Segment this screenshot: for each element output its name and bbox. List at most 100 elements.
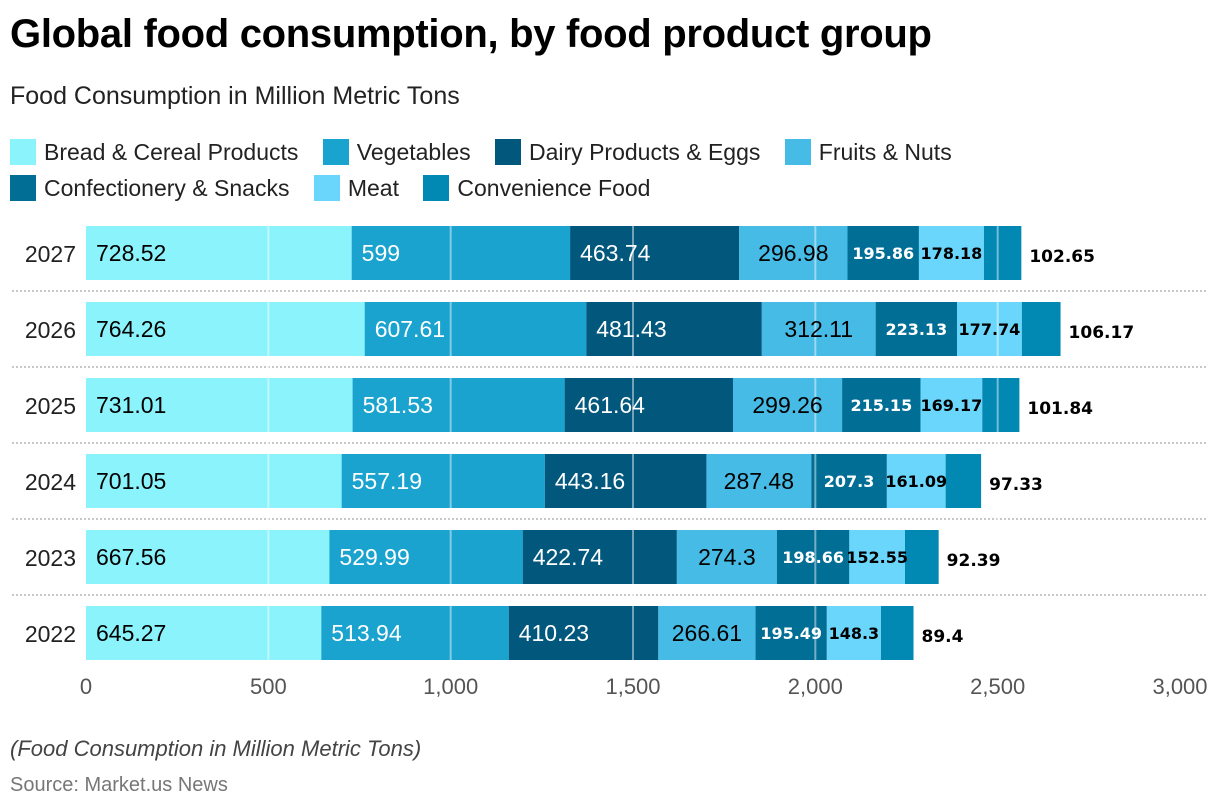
legend-swatch (10, 175, 36, 201)
bar-segment (886, 454, 946, 508)
data-label: 178.18 (921, 244, 983, 263)
legend-label: Fruits & Nuts (818, 139, 952, 165)
data-label: 89.4 (922, 627, 964, 647)
data-label: 728.52 (96, 240, 166, 266)
bar-segment (86, 302, 365, 356)
bar-segment (904, 530, 939, 584)
legend-swatch (423, 175, 450, 201)
legend-item-fruits-nuts[interactable]: Fruits & Nuts (784, 134, 952, 170)
y-axis-labels: 2027 2026 2025 2024 2023 2022 (25, 241, 76, 647)
legend-swatch (495, 139, 522, 165)
bar-segment (842, 378, 921, 432)
bars (86, 226, 1061, 660)
bar-segment (364, 302, 587, 356)
data-label: 223.13 (885, 320, 947, 339)
data-label: 198.66 (782, 548, 844, 567)
bar-segment (739, 226, 848, 280)
x-axis-tick-label: 500 (250, 674, 287, 699)
bar-segment (945, 454, 982, 508)
data-label: 152.55 (846, 548, 908, 567)
bar-segment (86, 378, 353, 432)
bar-segment (351, 226, 571, 280)
data-label: 607.61 (375, 316, 445, 342)
bar-segment (522, 530, 677, 584)
bar-segment (341, 454, 545, 508)
x-axis-tick-label: 1,500 (605, 674, 660, 699)
bar-segment (658, 606, 756, 660)
legend-label: Bread & Cereal Products (44, 139, 299, 165)
legend-swatch (322, 139, 349, 165)
legend-item-confectionery-snacks[interactable]: Confectionery & Snacks (10, 170, 289, 206)
x-axis-tick-label: 2,000 (788, 674, 843, 699)
data-label: 274.3 (698, 544, 756, 570)
bar-segment (761, 302, 876, 356)
row-separators (12, 290, 1208, 596)
legend-item-meat[interactable]: Meat (313, 170, 399, 206)
bar-segment (957, 302, 1022, 356)
data-label: 299.26 (752, 392, 822, 418)
bar-segment (1021, 302, 1061, 356)
legend-item-vegetables[interactable]: Vegetables (322, 134, 471, 170)
data-label: 764.26 (96, 316, 166, 342)
bar-segment (544, 454, 707, 508)
y-axis-label: 2022 (25, 621, 76, 647)
bar-segment (586, 302, 762, 356)
legend-label: Dairy Products & Eggs (529, 139, 761, 165)
bar-segment (352, 378, 565, 432)
legend-item-bread-cereal[interactable]: Bread & Cereal Products (10, 134, 298, 170)
gridlines (267, 226, 999, 660)
bar-segment (982, 378, 1020, 432)
bar-segment (811, 454, 887, 508)
data-label: 701.05 (96, 468, 166, 494)
data-label: 581.53 (363, 392, 433, 418)
y-axis-label: 2027 (25, 241, 76, 267)
data-label: 97.33 (989, 475, 1043, 495)
bar-segment (321, 606, 509, 660)
bar-segment (86, 530, 330, 584)
data-labels: 728.52 599 463.74 296.98 195.86 178.18 102.65 7… (96, 240, 1134, 647)
data-label: 599 (362, 240, 400, 266)
data-label: 731.01 (96, 392, 166, 418)
data-label: 422.74 (533, 544, 604, 570)
data-label: 463.74 (580, 240, 651, 266)
bar-segment (329, 530, 523, 584)
bar-segment (880, 606, 914, 660)
bar-segment (918, 226, 984, 280)
footnote: (Food Consumption in Million Metric Tons… (10, 736, 422, 761)
data-label: 481.43 (596, 316, 666, 342)
data-label: 312.11 (784, 316, 853, 342)
bar-segment (847, 226, 919, 280)
data-label: 287.48 (724, 468, 794, 494)
x-axis-tick-label: 1,000 (423, 674, 478, 699)
legend-swatch (784, 139, 811, 165)
bar-segment (755, 606, 827, 660)
bar-segment (732, 378, 843, 432)
data-label: 667.56 (96, 544, 166, 570)
bar-segment (826, 606, 881, 660)
x-axis-labels: 0 500 1,000 1,500 2,000 2,500 3,000 (80, 674, 1208, 699)
chart-subtitle: Food Consumption in Million Metric Tons (10, 82, 460, 110)
data-label: 215.15 (850, 396, 912, 415)
bar-segment (676, 530, 777, 584)
legend-label: Vegetables (356, 139, 471, 165)
bar-segment (875, 302, 958, 356)
legend-item-dairy-eggs[interactable]: Dairy Products & Eggs (495, 134, 760, 170)
legend-item-convenience-food[interactable]: Convenience Food (423, 170, 650, 206)
bar-segment (776, 530, 850, 584)
bar-segment (706, 454, 812, 508)
data-label: 161.09 (885, 472, 947, 491)
data-label: 106.17 (1069, 323, 1135, 343)
source-credit: Source: Market.us News (10, 774, 228, 796)
bar-segment (86, 226, 352, 280)
bar-segment (849, 530, 905, 584)
y-axis-label: 2023 (25, 545, 76, 571)
legend-swatch (313, 175, 340, 201)
data-label: 102.65 (1029, 247, 1095, 267)
bar-segment (920, 378, 983, 432)
y-axis-label: 2024 (25, 469, 76, 495)
legend: Bread & Cereal Products Vegetables Dairy… (10, 134, 1210, 206)
data-label: 296.98 (758, 240, 828, 266)
data-label: 461.64 (575, 392, 646, 418)
bar-segment (86, 454, 342, 508)
